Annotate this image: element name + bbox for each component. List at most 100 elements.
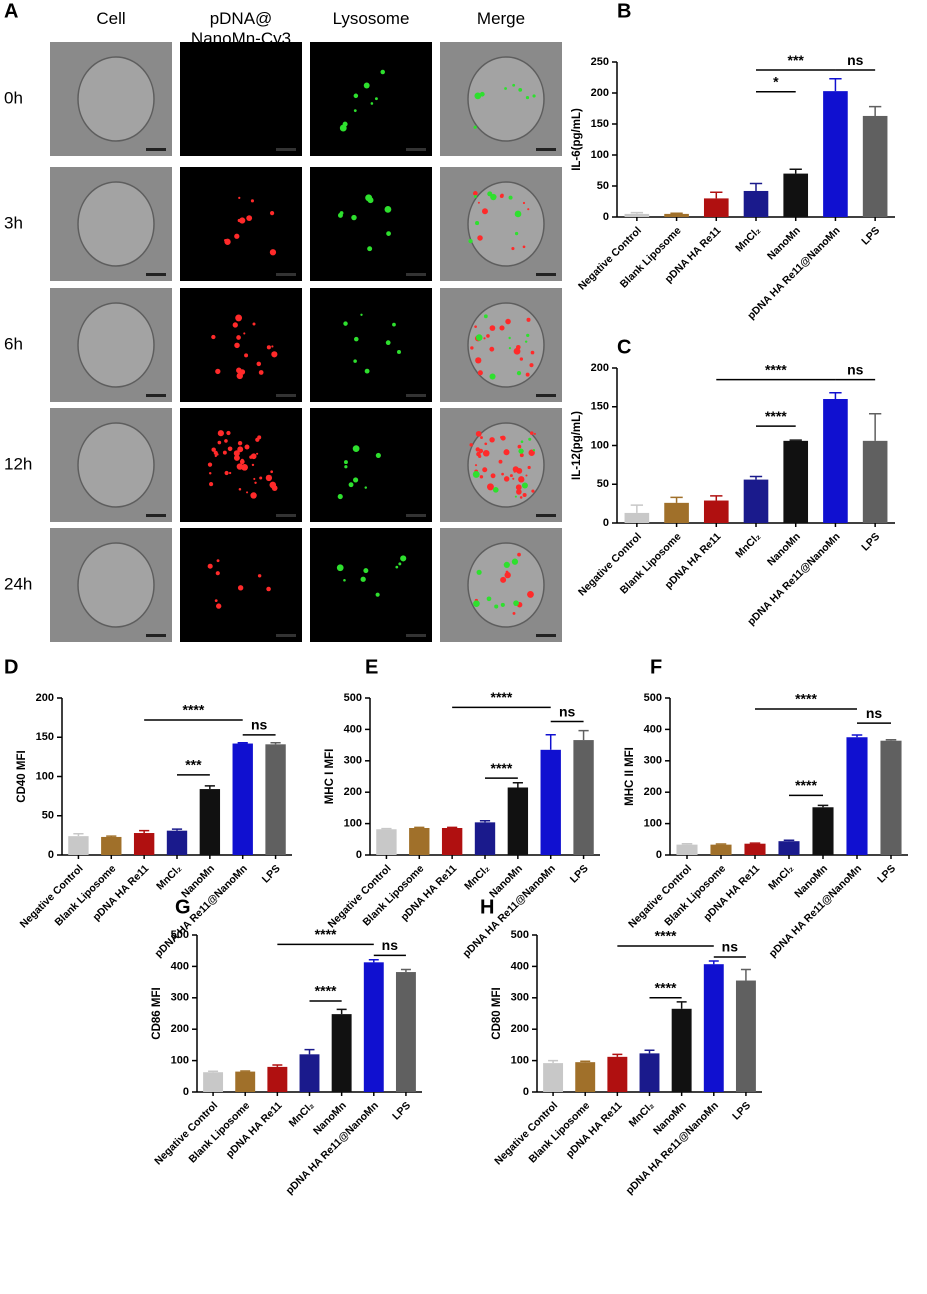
fluorescent-spot [237, 440, 243, 446]
y-tick-label: 150 [36, 731, 54, 743]
fluorescent-spot [509, 474, 513, 478]
bar [624, 512, 650, 523]
significance-label: **** [491, 689, 513, 705]
fluorescent-spot [370, 102, 374, 105]
bar [710, 844, 732, 855]
x-tick-label: LPS [730, 1100, 753, 1123]
fluorescent-spot [392, 322, 396, 327]
scale-bar [406, 514, 426, 517]
cell-outline [77, 542, 155, 628]
error-bar [789, 439, 802, 441]
fluorescent-spot [253, 477, 256, 481]
fluorescent-spot [374, 97, 378, 101]
cell-outline [77, 422, 155, 508]
y-tick-label: 100 [171, 1055, 189, 1067]
fluorescent-spot [500, 576, 507, 583]
fluorescent-spot [525, 96, 530, 100]
y-tick-label: 100 [511, 1055, 529, 1067]
error-bar [208, 1070, 219, 1073]
fluorescent-spot [489, 346, 495, 352]
fluorescent-spot [226, 430, 231, 436]
fluorescent-spot [474, 464, 478, 467]
x-tick-label: LPS [260, 863, 283, 886]
fluorescent-spot [236, 335, 241, 340]
scale-bar [146, 394, 166, 397]
bar [409, 827, 430, 855]
column-header: Cell [96, 9, 125, 28]
error-bar [670, 496, 683, 503]
significance-label: **** [655, 980, 677, 996]
scale-bar [536, 514, 556, 517]
error-bar [715, 843, 727, 845]
cell-outline [467, 302, 545, 388]
cell-outline [77, 302, 155, 388]
fluorescent-spot [484, 442, 488, 446]
bar [133, 833, 155, 855]
fluorescent-spot [514, 210, 522, 218]
scale-bar [276, 273, 296, 276]
error-bar [749, 182, 763, 191]
fluorescent-spot [246, 215, 253, 222]
fluorescent-spot [472, 470, 480, 478]
error-bar [381, 827, 392, 830]
fluorescent-spot [514, 495, 517, 498]
fluorescent-spot [489, 437, 495, 443]
fluorescent-spot [486, 334, 490, 338]
fluorescent-spot [475, 357, 482, 364]
bar [575, 1062, 596, 1092]
fluorescent-spot [367, 197, 374, 204]
bar [507, 787, 529, 855]
fluorescent-spot [239, 459, 245, 465]
scale-bar [276, 148, 296, 151]
error-bar [447, 826, 458, 829]
fluorescent-spot [512, 611, 516, 615]
error-bar [204, 785, 215, 790]
fluorescent-spot [475, 334, 483, 341]
fluorescent-spot [236, 367, 242, 374]
row-label: 0h [4, 88, 23, 107]
fluorescent-spot [474, 325, 477, 329]
fluorescent-spot [364, 368, 370, 374]
fluorescent-spot [271, 351, 278, 358]
fluorescent-spot [522, 245, 526, 249]
fluorescent-spot [265, 474, 273, 482]
x-tick-label: MnCl₂ [766, 862, 796, 892]
fluorescent-spot [503, 449, 510, 456]
bar [540, 749, 561, 855]
y-tick-label: 400 [171, 960, 189, 972]
error-bar [644, 1049, 655, 1054]
scale-bar [146, 634, 166, 637]
fluorescent-spot [522, 492, 527, 498]
y-tick-label: 500 [171, 929, 189, 941]
fluorescent-spot [500, 436, 503, 439]
fluorescent-spot [237, 218, 241, 223]
error-bar [580, 1060, 591, 1063]
bar [376, 829, 397, 855]
fluorescent-spot [258, 370, 264, 375]
fluorescent-spot [494, 604, 499, 609]
fluorescent-spot [518, 476, 525, 483]
bar [199, 789, 221, 855]
fluorescent-spot [269, 249, 277, 256]
error-bar [237, 741, 248, 744]
error-bar [817, 804, 829, 808]
significance-label: ns [559, 703, 576, 719]
fluorescent-spot [524, 340, 528, 343]
error-bar [512, 782, 523, 788]
fluorescent-spot [477, 201, 480, 204]
fluorescent-spot [529, 431, 534, 435]
fluorescent-spot [499, 194, 504, 199]
y-tick-label: 0 [48, 849, 54, 861]
cell-outline [77, 56, 155, 142]
fluorescent-spot [214, 599, 218, 603]
y-axis-label: MHC II MFI [624, 747, 636, 806]
bar [778, 841, 800, 855]
fluorescent-spot [217, 430, 224, 437]
fluorescent-spot [530, 350, 535, 355]
error-bar [304, 1048, 315, 1055]
bar [624, 213, 650, 217]
y-tick-label: 150 [591, 118, 609, 130]
bar [743, 479, 769, 523]
fluorescent-spot [487, 191, 493, 197]
fluorescent-spot [473, 125, 477, 129]
